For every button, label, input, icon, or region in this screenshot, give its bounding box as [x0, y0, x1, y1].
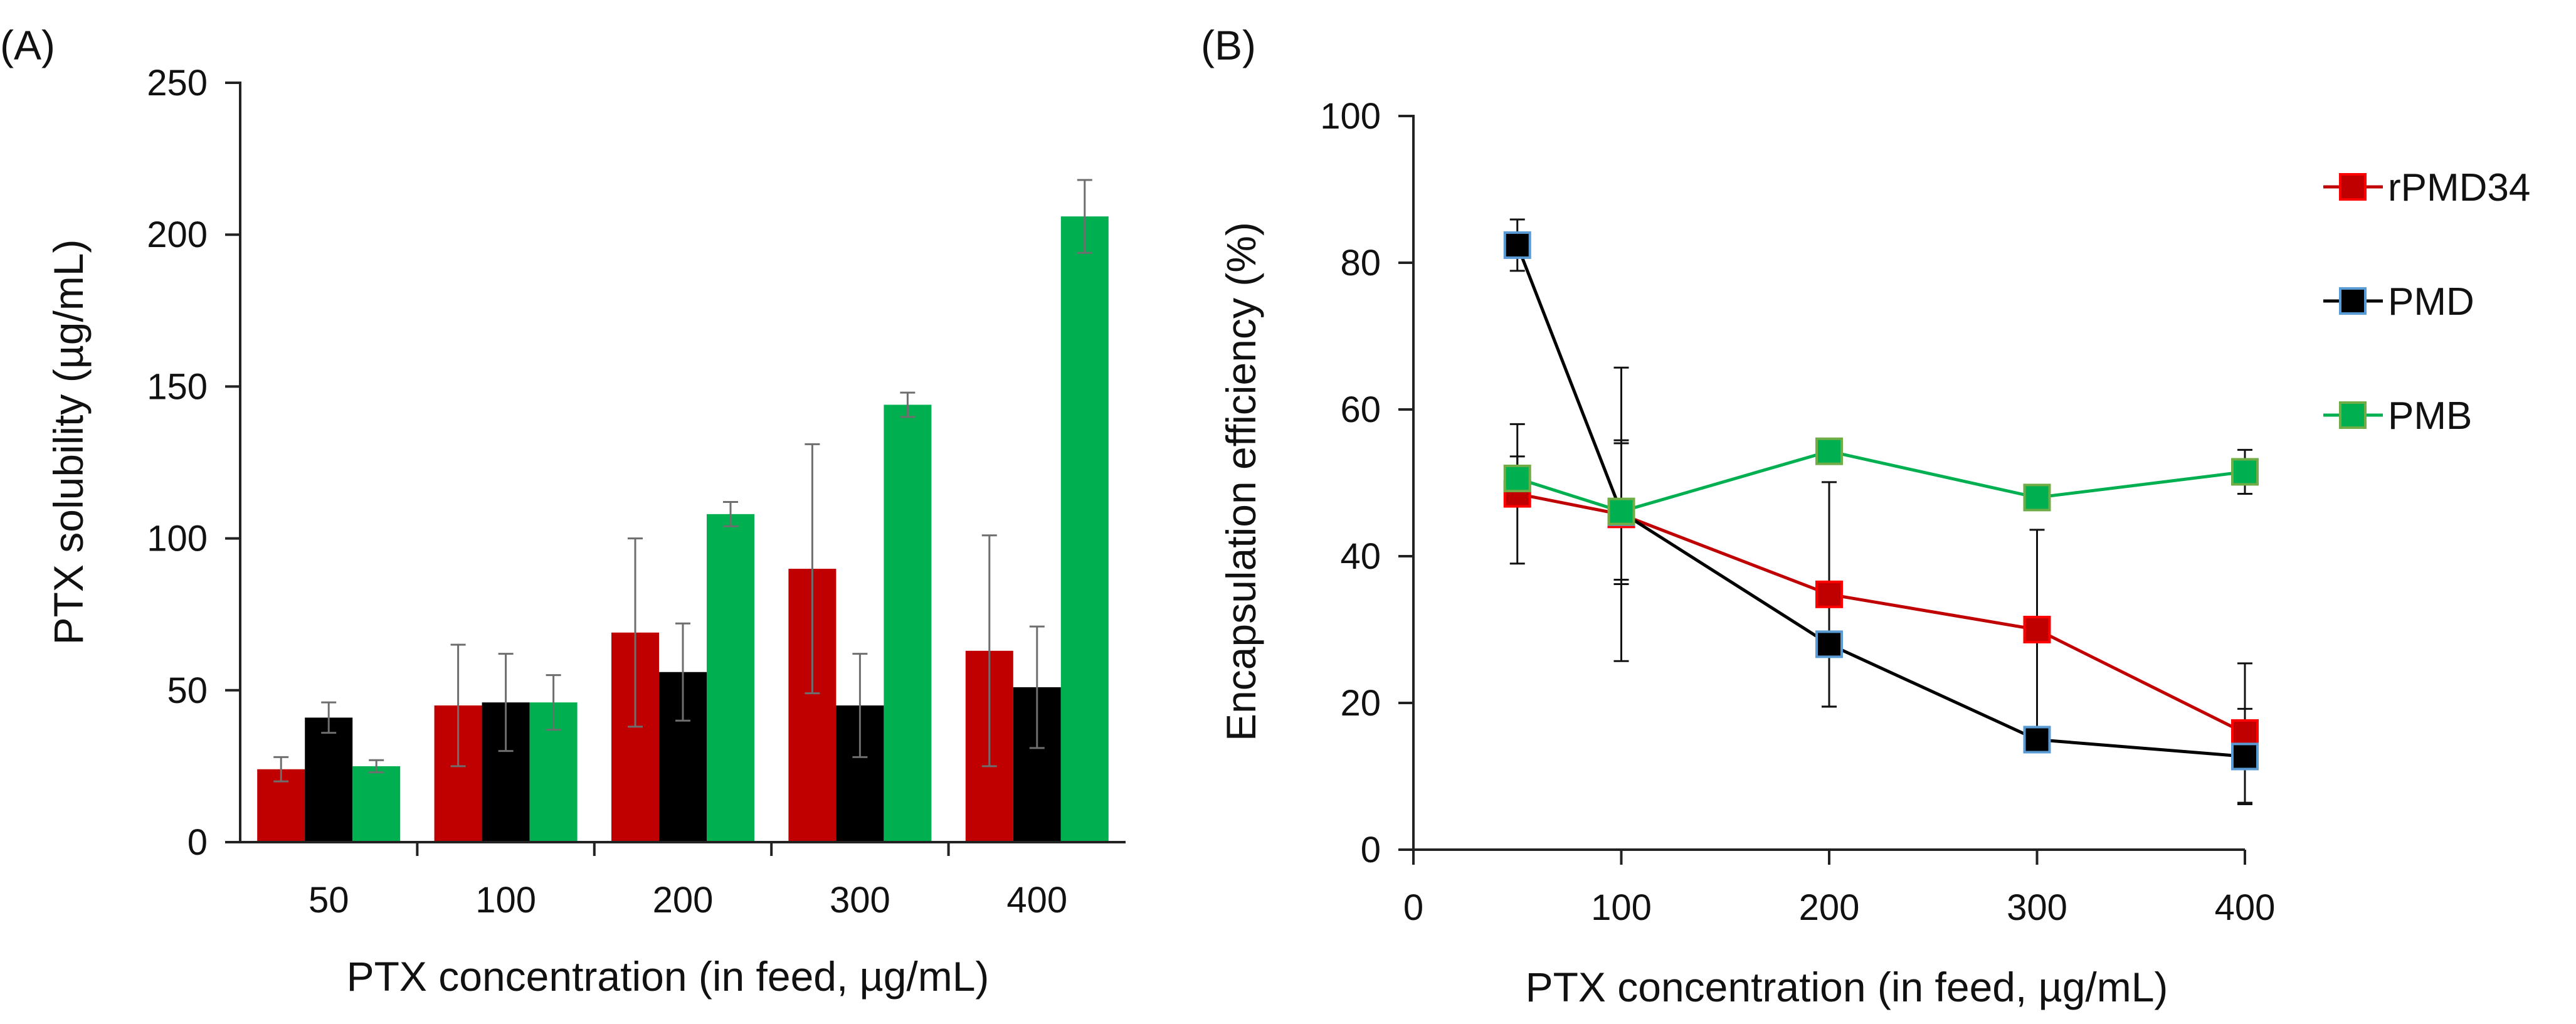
panel-b-y-tick-label: 0 — [1361, 830, 1381, 870]
legend-marker-pmb — [2339, 401, 2367, 429]
panel-b-point-rpmd34 — [2023, 616, 2051, 643]
panel-b-line-rpmd34 — [1517, 492, 2246, 735]
panel-a-x-tick-label: 400 — [1006, 880, 1067, 921]
panel-a-bar-pmb — [707, 514, 754, 842]
panel-b-point-pmd — [2231, 742, 2259, 771]
panel-b-y-tick-label: 60 — [1340, 389, 1381, 430]
panel-b-x-tick-label: 400 — [2215, 887, 2276, 928]
panel-b-point-pmb — [1815, 437, 1843, 465]
panel-b-point-pmb — [1607, 497, 1635, 525]
panel-b-point-rpmd34 — [1815, 580, 1843, 608]
panel-b-x-tick-label: 200 — [1799, 887, 1860, 928]
panel-b-y-tick-label: 40 — [1340, 536, 1381, 577]
panel-a-label: (A) — [0, 22, 55, 68]
panel-a-y-tick-label: 150 — [147, 366, 208, 407]
panel-a-bar-pmb — [1060, 216, 1109, 842]
panel-b-line-chart: (B) 0 20 40 60 80 100 0 100 200 300 400 PTX conce… — [1201, 22, 2530, 1010]
panel-a-y-tick-label: 100 — [147, 519, 208, 559]
panel-b-label: (B) — [1201, 22, 1256, 68]
panel-b-point-rpmd34 — [2231, 719, 2259, 747]
panel-b-y-tick-label: 100 — [1320, 96, 1381, 137]
panel-b-x-tick-label: 100 — [1591, 887, 1652, 928]
legend-marker-rpmd34 — [2339, 173, 2367, 201]
panel-a-y-tick-label: 250 — [147, 63, 208, 103]
panel-a-bar-pmb — [884, 404, 932, 842]
panel-b-point-pmd — [1815, 630, 1843, 658]
panel-a-x-tick-label: 200 — [653, 880, 714, 921]
legend-label-rpmd34: rPMD34 — [2388, 166, 2530, 209]
panel-b-y-tick-label: 20 — [1340, 683, 1381, 724]
panel-a-bar-pmd — [305, 717, 353, 842]
panel-a-y-tick-label: 200 — [147, 214, 208, 255]
legend-marker-pmd — [2339, 287, 2367, 315]
legend-label-pmd: PMD — [2388, 280, 2474, 324]
panel-b-y-axis-title: Encapsulation efficiency (%) — [1218, 222, 1264, 741]
panel-b-point-pmb — [2023, 483, 2051, 512]
panel-a-x-tick-label: 100 — [475, 880, 536, 921]
panel-b-point-pmd — [1503, 231, 1531, 259]
panel-b-point-pmb — [1503, 464, 1531, 492]
panel-a-y-axis-title: PTX solubility (µg/mL) — [45, 240, 92, 645]
panel-b-point-pmb — [2231, 458, 2259, 486]
panel-b-y-tick-label: 80 — [1340, 243, 1381, 283]
panel-a-bar-chart: (A) 0 50 100 150 200 250 50 100 200 300 400 PTX c… — [0, 22, 1126, 1000]
panel-a-x-tick-label: 50 — [309, 880, 349, 921]
panel-a-y-tick-label: 50 — [167, 670, 208, 711]
panel-a-y-tick-label: 0 — [187, 822, 208, 863]
panel-b-x-tick-label: 300 — [2007, 887, 2067, 928]
panel-b-legend: rPMD34 PMD PMB — [2323, 166, 2530, 438]
panel-a-x-axis-title: PTX concentration (in feed, µg/mL) — [347, 953, 990, 1000]
panel-a-bar-pmb — [352, 766, 401, 842]
panel-b-x-tick-label: 0 — [1403, 887, 1423, 928]
legend-label-pmb: PMB — [2388, 394, 2472, 438]
panel-b-point-pmd — [2023, 726, 2051, 754]
panel-b-x-axis-title: PTX concentration (in feed, µg/mL) — [1526, 964, 2168, 1010]
panel-a-x-tick-label: 300 — [830, 880, 890, 921]
